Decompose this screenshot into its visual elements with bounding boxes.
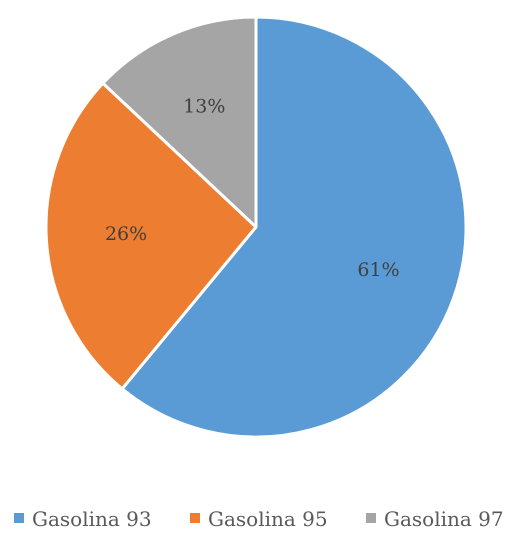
data-label-gasolina-93: 61% xyxy=(357,259,399,281)
pie-data-labels: 61% 26% 13% xyxy=(105,96,400,282)
legend-swatch-gasolina-95 xyxy=(190,513,200,523)
pie-slices xyxy=(44,15,468,439)
legend-item-gasolina-95: Gasolina 95 xyxy=(190,507,328,531)
legend-swatch-gasolina-97 xyxy=(366,513,376,523)
pie-slice-gasolina-95 xyxy=(44,81,258,391)
pie-slice-gasolina-93 xyxy=(120,15,468,439)
data-label-gasolina-95: 26% xyxy=(105,223,147,245)
legend: Gasolina 93 Gasolina 95 Gasolina 97 xyxy=(14,507,504,531)
legend-swatch-gasolina-93 xyxy=(14,513,24,523)
legend-label-gasolina-95: Gasolina 95 xyxy=(208,507,328,531)
data-label-gasolina-97: 13% xyxy=(183,96,225,118)
legend-label-gasolina-93: Gasolina 93 xyxy=(32,507,152,531)
legend-item-gasolina-93: Gasolina 93 xyxy=(14,507,152,531)
pie-slice-gasolina-97 xyxy=(101,15,258,229)
legend-label-gasolina-97: Gasolina 97 xyxy=(384,507,504,531)
legend-item-gasolina-97: Gasolina 97 xyxy=(366,507,504,531)
